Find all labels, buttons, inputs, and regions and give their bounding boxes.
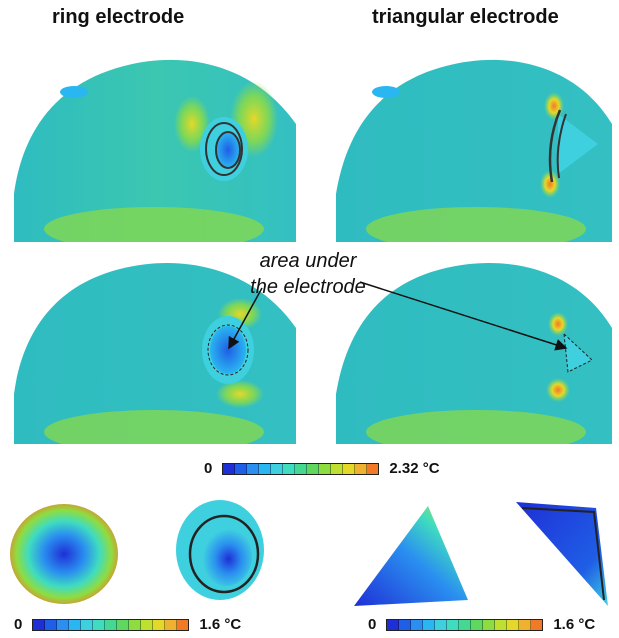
ring-electrode-top-render — [170, 494, 270, 606]
colorbar-cell — [81, 619, 94, 630]
colorbar-cell — [459, 619, 472, 630]
ring-electrode-underside-render — [4, 498, 122, 610]
colorbar-cell — [45, 619, 58, 630]
colorbar-cell — [129, 619, 142, 630]
colorbar-cell — [177, 619, 189, 630]
colorbar-main-min: 0 — [204, 460, 213, 477]
colorbar-cell — [331, 463, 344, 474]
colorbar-cell — [319, 463, 332, 474]
colorbar-cell — [435, 619, 448, 630]
colorbar-cell — [105, 619, 118, 630]
colorbar-triangular-scale — [386, 618, 544, 631]
colorbar-cell — [33, 619, 46, 630]
colorbar-main-max: 2.32 °C — [389, 460, 440, 477]
colorbar-cell — [271, 463, 284, 474]
colorbar-cell — [531, 619, 543, 630]
colorbar-triangular: 0 1.6 °C — [368, 616, 595, 633]
colorbar-cell — [57, 619, 70, 630]
colorbar-triangular-max: 1.6 °C — [553, 616, 596, 633]
ring-electrode-head-panel — [14, 44, 296, 242]
colorbar-cell — [471, 619, 484, 630]
colorbar-cell — [93, 619, 106, 630]
arrow-to-triangular-area — [359, 281, 568, 351]
colorbar-cell — [495, 619, 508, 630]
triangular-electrode-top-render — [506, 494, 614, 612]
colorbar-cell — [153, 619, 166, 630]
triangular-electrode-underside-render — [348, 500, 472, 612]
colorbar-cell — [165, 619, 178, 630]
triangular-area-under-electrode-panel — [336, 254, 612, 444]
colorbar-cell — [367, 463, 379, 474]
colorbar-ring-scale — [32, 618, 190, 631]
annotation-area-under-electrode: area under the electrode — [246, 248, 370, 300]
colorbar-cell — [259, 463, 272, 474]
colorbar-ring-min: 0 — [14, 616, 23, 633]
triangular-electrode-head-panel — [336, 44, 612, 242]
colorbar-cell — [355, 463, 368, 474]
colorbar-cell — [423, 619, 436, 630]
colorbar-ring: 0 1.6 °C — [14, 616, 241, 633]
colorbar-triangular-min: 0 — [368, 616, 377, 633]
colorbar-main: 0 2.32 °C — [204, 460, 440, 477]
colorbar-cell — [387, 619, 400, 630]
colorbar-cell — [247, 463, 260, 474]
colorbar-cell — [223, 463, 236, 474]
colorbar-cell — [283, 463, 296, 474]
title-triangular-electrode: triangular electrode — [372, 6, 559, 28]
colorbar-cell — [507, 619, 520, 630]
colorbar-cell — [519, 619, 532, 630]
colorbar-cell — [235, 463, 248, 474]
annotation-line-2: the electrode — [250, 276, 366, 298]
colorbar-cell — [295, 463, 308, 474]
colorbar-cell — [307, 463, 320, 474]
colorbar-cell — [399, 619, 412, 630]
colorbar-cell — [343, 463, 356, 474]
colorbar-cell — [69, 619, 82, 630]
arrow-to-ring-area — [228, 287, 263, 350]
colorbar-cell — [411, 619, 424, 630]
colorbar-cell — [483, 619, 496, 630]
colorbar-cell — [141, 619, 154, 630]
title-ring-electrode: ring electrode — [52, 6, 185, 28]
colorbar-cell — [117, 619, 130, 630]
colorbar-cell — [447, 619, 460, 630]
annotation-line-1: area under — [259, 250, 357, 272]
colorbar-ring-max: 1.6 °C — [199, 616, 242, 633]
colorbar-main-scale — [222, 462, 380, 475]
ring-area-under-electrode-panel — [14, 254, 296, 444]
